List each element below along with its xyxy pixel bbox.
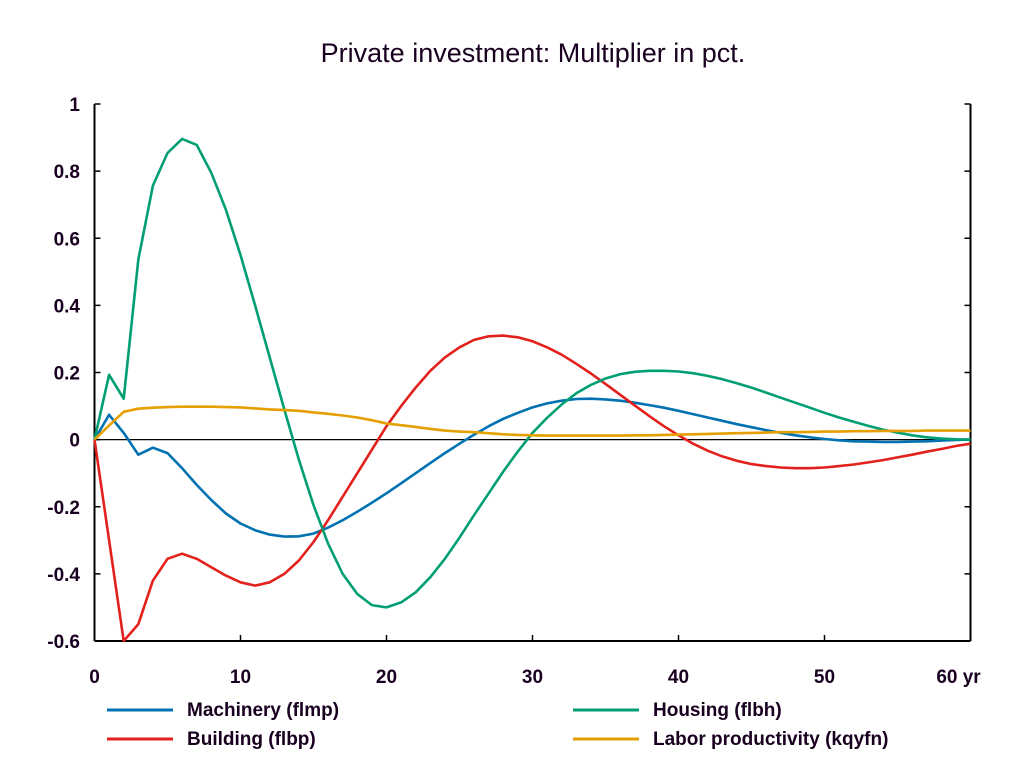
legend: Machinery (flmp) Building (flbp) Housing (…: [107, 700, 888, 750]
legend-label: Housing (flbh): [653, 700, 782, 721]
y-tick-label: -0.2: [47, 498, 80, 519]
y-tick-label: 0.8: [54, 162, 80, 183]
x-tick-label: 20: [376, 667, 397, 688]
legend-label: Machinery (flmp): [187, 700, 339, 721]
x-tick-label: 0: [89, 667, 100, 688]
y-tick-label: 1: [69, 95, 80, 116]
x-tick-label: 40: [668, 667, 689, 688]
series-line-machinery: [93, 397, 971, 538]
chart-title: Private investment: Multiplier in pct.: [321, 38, 746, 68]
y-tick-label: 0.6: [54, 229, 80, 250]
series-line-labor: [93, 405, 971, 441]
x-tick-label: 30: [522, 667, 543, 688]
series-lines: [93, 137, 971, 643]
y-tick-label: 0.2: [54, 364, 80, 385]
y-tick-label: 0.4: [54, 296, 81, 317]
series-line-housing: [93, 137, 971, 609]
axes: -0.6-0.4-0.200.20.40.60.810 10 20 30 40 50 60 …: [47, 95, 981, 688]
legend-label: Labor productivity (kqyfn): [653, 729, 888, 750]
y-tick-label: -0.4: [47, 565, 80, 586]
x-tick-label: 10: [230, 667, 251, 688]
x-tick-label: 60 yr: [936, 667, 981, 688]
series-line-building: [93, 334, 971, 643]
y-tick-label: 0: [69, 431, 80, 452]
x-tick-label: 50: [814, 667, 835, 688]
legend-label: Building (flbp): [187, 729, 316, 750]
y-tick-label: -0.6: [47, 632, 80, 653]
